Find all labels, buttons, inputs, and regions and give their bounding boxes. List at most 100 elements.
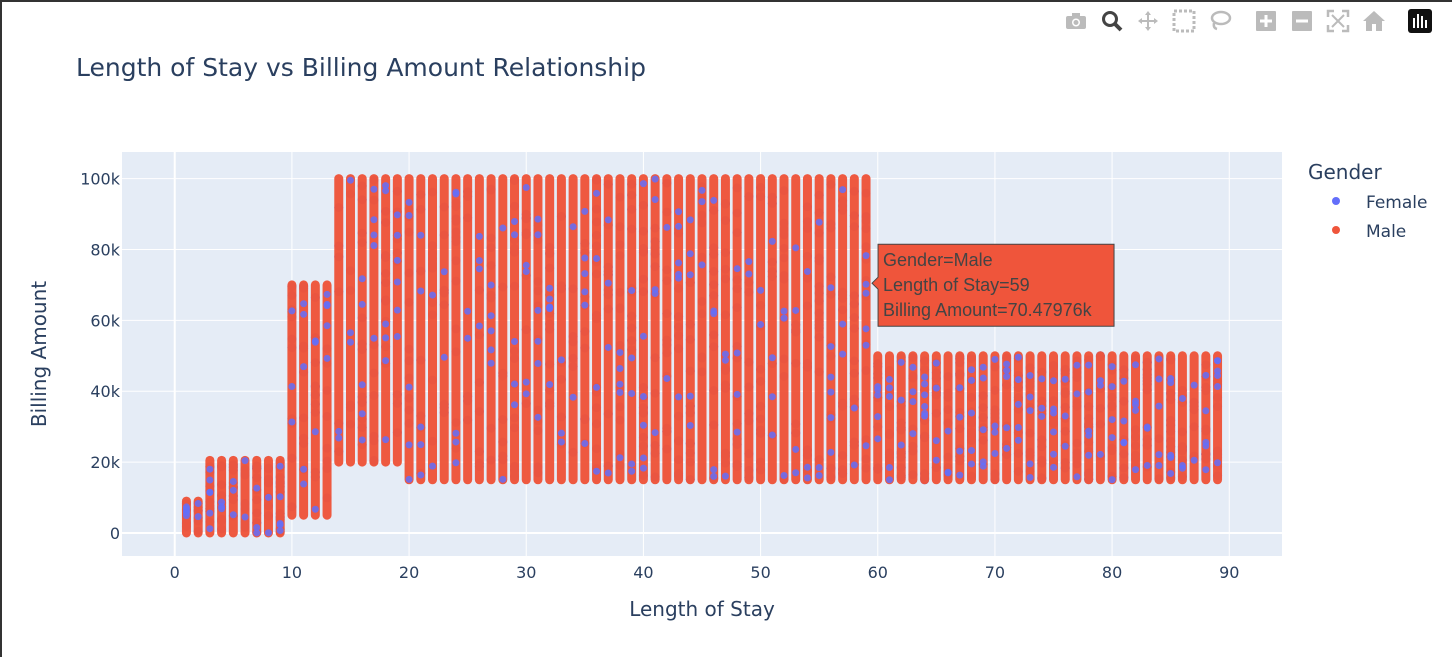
point-female[interactable] <box>511 337 519 345</box>
point-female[interactable] <box>1026 460 1034 468</box>
point-female[interactable] <box>932 456 940 464</box>
point-female[interactable] <box>921 391 929 399</box>
point-female[interactable] <box>921 380 929 388</box>
point-female[interactable] <box>393 332 401 340</box>
point-female[interactable] <box>323 302 331 310</box>
point-female[interactable] <box>1202 371 1210 379</box>
point-female[interactable] <box>393 306 401 314</box>
point-female[interactable] <box>698 261 706 269</box>
point-female[interactable] <box>1214 371 1222 379</box>
point-female[interactable] <box>1073 390 1081 398</box>
point-female[interactable] <box>862 325 870 333</box>
point-female[interactable] <box>956 384 964 392</box>
point-female[interactable] <box>1014 436 1022 444</box>
point-female[interactable] <box>1014 353 1022 361</box>
point-female[interactable] <box>1038 404 1046 412</box>
point-female[interactable] <box>1155 375 1163 383</box>
point-female[interactable] <box>546 381 554 389</box>
point-female[interactable] <box>323 354 331 362</box>
point-female[interactable] <box>1108 476 1116 484</box>
point-female[interactable] <box>604 216 612 224</box>
point-female[interactable] <box>206 525 214 533</box>
point-female[interactable] <box>686 271 694 279</box>
point-female[interactable] <box>1026 372 1034 380</box>
point-female[interactable] <box>733 265 741 273</box>
point-female[interactable] <box>686 392 694 400</box>
point-female[interactable] <box>991 422 999 430</box>
point-female[interactable] <box>628 390 636 398</box>
point-female[interactable] <box>768 237 776 245</box>
point-female[interactable] <box>850 461 858 469</box>
point-female[interactable] <box>206 509 214 517</box>
point-female[interactable] <box>1096 450 1104 458</box>
point-female[interactable] <box>335 427 343 435</box>
point-female[interactable] <box>300 465 308 473</box>
point-female[interactable] <box>593 383 601 391</box>
point-female[interactable] <box>557 356 565 364</box>
point-female[interactable] <box>932 437 940 445</box>
point-female[interactable] <box>675 208 683 216</box>
point-female[interactable] <box>464 307 472 315</box>
point-female[interactable] <box>557 429 565 437</box>
point-female[interactable] <box>581 301 589 309</box>
point-female[interactable] <box>628 287 636 295</box>
legend-item-female[interactable]: Female <box>1332 193 1427 213</box>
point-female[interactable] <box>721 350 729 358</box>
point-female[interactable] <box>264 493 272 501</box>
point-female[interactable] <box>967 447 975 455</box>
point-female[interactable] <box>862 252 870 260</box>
point-female[interactable] <box>557 438 565 446</box>
point-female[interactable] <box>581 439 589 447</box>
point-female[interactable] <box>300 310 308 318</box>
point-female[interactable] <box>733 428 741 436</box>
point-female[interactable] <box>874 386 882 394</box>
point-female[interactable] <box>323 290 331 298</box>
point-female[interactable] <box>803 268 811 276</box>
point-female[interactable] <box>1108 363 1116 371</box>
point-female[interactable] <box>862 341 870 349</box>
point-female[interactable] <box>815 472 823 480</box>
point-female[interactable] <box>511 231 519 239</box>
point-female[interactable] <box>721 356 729 364</box>
point-female[interactable] <box>382 187 390 195</box>
point-female[interactable] <box>1167 469 1175 477</box>
point-female[interactable] <box>932 384 940 392</box>
point-female[interactable] <box>1214 459 1222 467</box>
point-female[interactable] <box>1214 382 1222 390</box>
point-female[interactable] <box>1120 439 1128 447</box>
point-female[interactable] <box>1178 395 1186 403</box>
point-female[interactable] <box>604 469 612 477</box>
point-female[interactable] <box>721 472 729 480</box>
point-female[interactable] <box>675 270 683 278</box>
point-female[interactable] <box>182 509 190 517</box>
point-female[interactable] <box>921 409 929 417</box>
point-female[interactable] <box>593 254 601 262</box>
point-female[interactable] <box>429 462 437 470</box>
point-female[interactable] <box>475 232 483 240</box>
lasso-icon[interactable] <box>1202 6 1238 36</box>
point-female[interactable] <box>874 435 882 443</box>
point-female[interactable] <box>358 381 366 389</box>
point-female[interactable] <box>300 363 308 371</box>
point-female[interactable] <box>382 182 390 190</box>
point-female[interactable] <box>862 442 870 450</box>
point-female[interactable] <box>944 468 952 476</box>
point-female[interactable] <box>1050 463 1058 471</box>
point-female[interactable] <box>1085 388 1093 396</box>
point-female[interactable] <box>967 366 975 374</box>
point-female[interactable] <box>1026 393 1034 401</box>
point-female[interactable] <box>815 464 823 472</box>
point-female[interactable] <box>405 475 413 483</box>
point-female[interactable] <box>487 312 495 320</box>
point-female[interactable] <box>1014 376 1022 384</box>
point-female[interactable] <box>885 384 893 392</box>
point-female[interactable] <box>487 359 495 367</box>
point-female[interactable] <box>1050 450 1058 458</box>
point-female[interactable] <box>487 346 495 354</box>
point-female[interactable] <box>1061 375 1069 383</box>
reset-axes-icon[interactable] <box>1356 6 1392 36</box>
point-female[interactable] <box>288 383 296 391</box>
point-female[interactable] <box>229 511 237 519</box>
point-female[interactable] <box>897 441 905 449</box>
point-female[interactable] <box>522 184 530 192</box>
